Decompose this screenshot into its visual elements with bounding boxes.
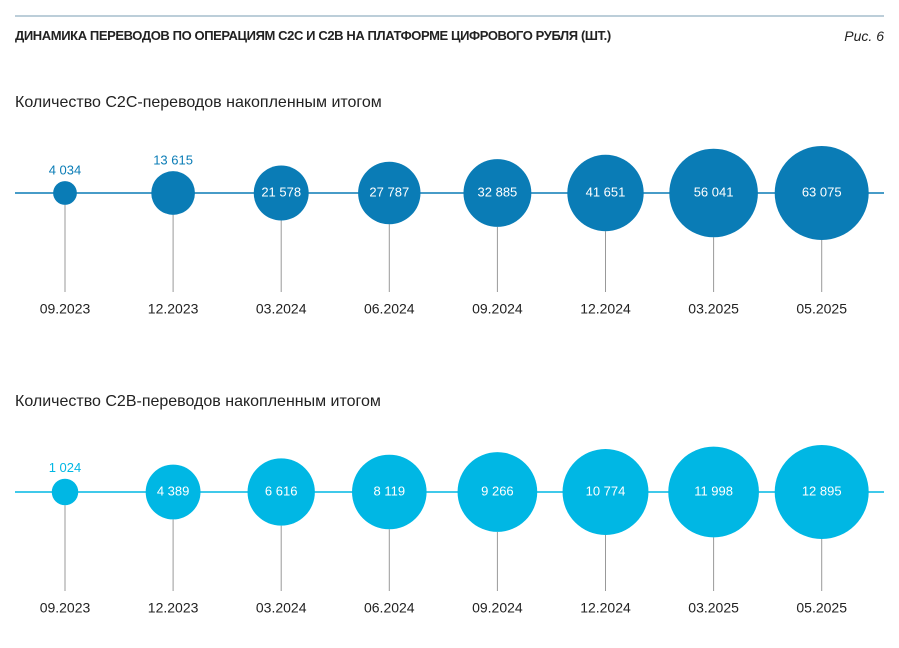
bubble [463, 159, 532, 227]
bubble [358, 161, 421, 225]
value-label: 13 615 [153, 153, 193, 168]
bubble [253, 165, 309, 221]
x-tick-label: 06.2024 [364, 301, 415, 317]
value-label: 8 119 [374, 483, 406, 498]
page-title: ДИНАМИКА ПЕРЕВОДОВ ПО ОПЕРАЦИЯМ С2С И С2… [15, 28, 611, 43]
x-tick-label: 03.2025 [688, 600, 739, 616]
x-tick-label: 12.2024 [580, 600, 631, 616]
bubble [53, 181, 77, 205]
bubble [562, 449, 649, 535]
x-tick-label: 12.2024 [580, 301, 631, 317]
value-label: 11 998 [694, 483, 733, 498]
x-tick-label: 12.2023 [148, 600, 199, 616]
value-label: 32 885 [478, 184, 518, 199]
figure-label: Рис. 6 [844, 28, 884, 44]
bubble [352, 454, 427, 530]
value-label: 6 616 [265, 483, 298, 498]
value-label: 9 266 [481, 483, 514, 498]
bubble [51, 478, 79, 506]
x-tick-label: 05.2025 [796, 301, 847, 317]
x-tick-label: 09.2024 [472, 301, 523, 317]
x-tick-label: 06.2024 [364, 600, 415, 616]
value-label: 1 024 [49, 460, 82, 475]
bubble [669, 148, 758, 238]
value-label: 27 787 [369, 184, 409, 199]
bubble [774, 146, 869, 240]
chart-subtitle: Количество С2С-переводов накопленным ито… [15, 94, 382, 111]
value-label: 41 651 [586, 184, 626, 199]
bubble [457, 452, 538, 532]
x-tick-label: 12.2023 [148, 301, 199, 317]
x-tick-label: 09.2024 [472, 600, 523, 616]
bubble [567, 154, 644, 232]
value-label: 4 389 [157, 483, 190, 498]
x-tick-label: 03.2024 [256, 600, 307, 616]
x-tick-label: 03.2024 [256, 301, 307, 317]
bubble [151, 171, 195, 215]
value-label: 21 578 [261, 184, 301, 199]
x-tick-label: 03.2025 [688, 301, 739, 317]
bubble [247, 458, 315, 526]
bubble [668, 446, 759, 538]
value-label: 10 774 [586, 483, 626, 498]
x-tick-label: 09.2023 [40, 600, 91, 616]
bubble [774, 445, 869, 539]
bubble [145, 464, 201, 520]
value-label: 12 895 [802, 483, 842, 498]
value-label: 63 075 [802, 184, 842, 199]
chart-subtitle: Количество С2В-переводов накопленным ито… [15, 393, 381, 410]
x-tick-label: 05.2025 [796, 600, 847, 616]
value-label: 4 034 [49, 163, 82, 178]
x-tick-label: 09.2023 [40, 301, 91, 317]
value-label: 56 041 [694, 184, 734, 199]
